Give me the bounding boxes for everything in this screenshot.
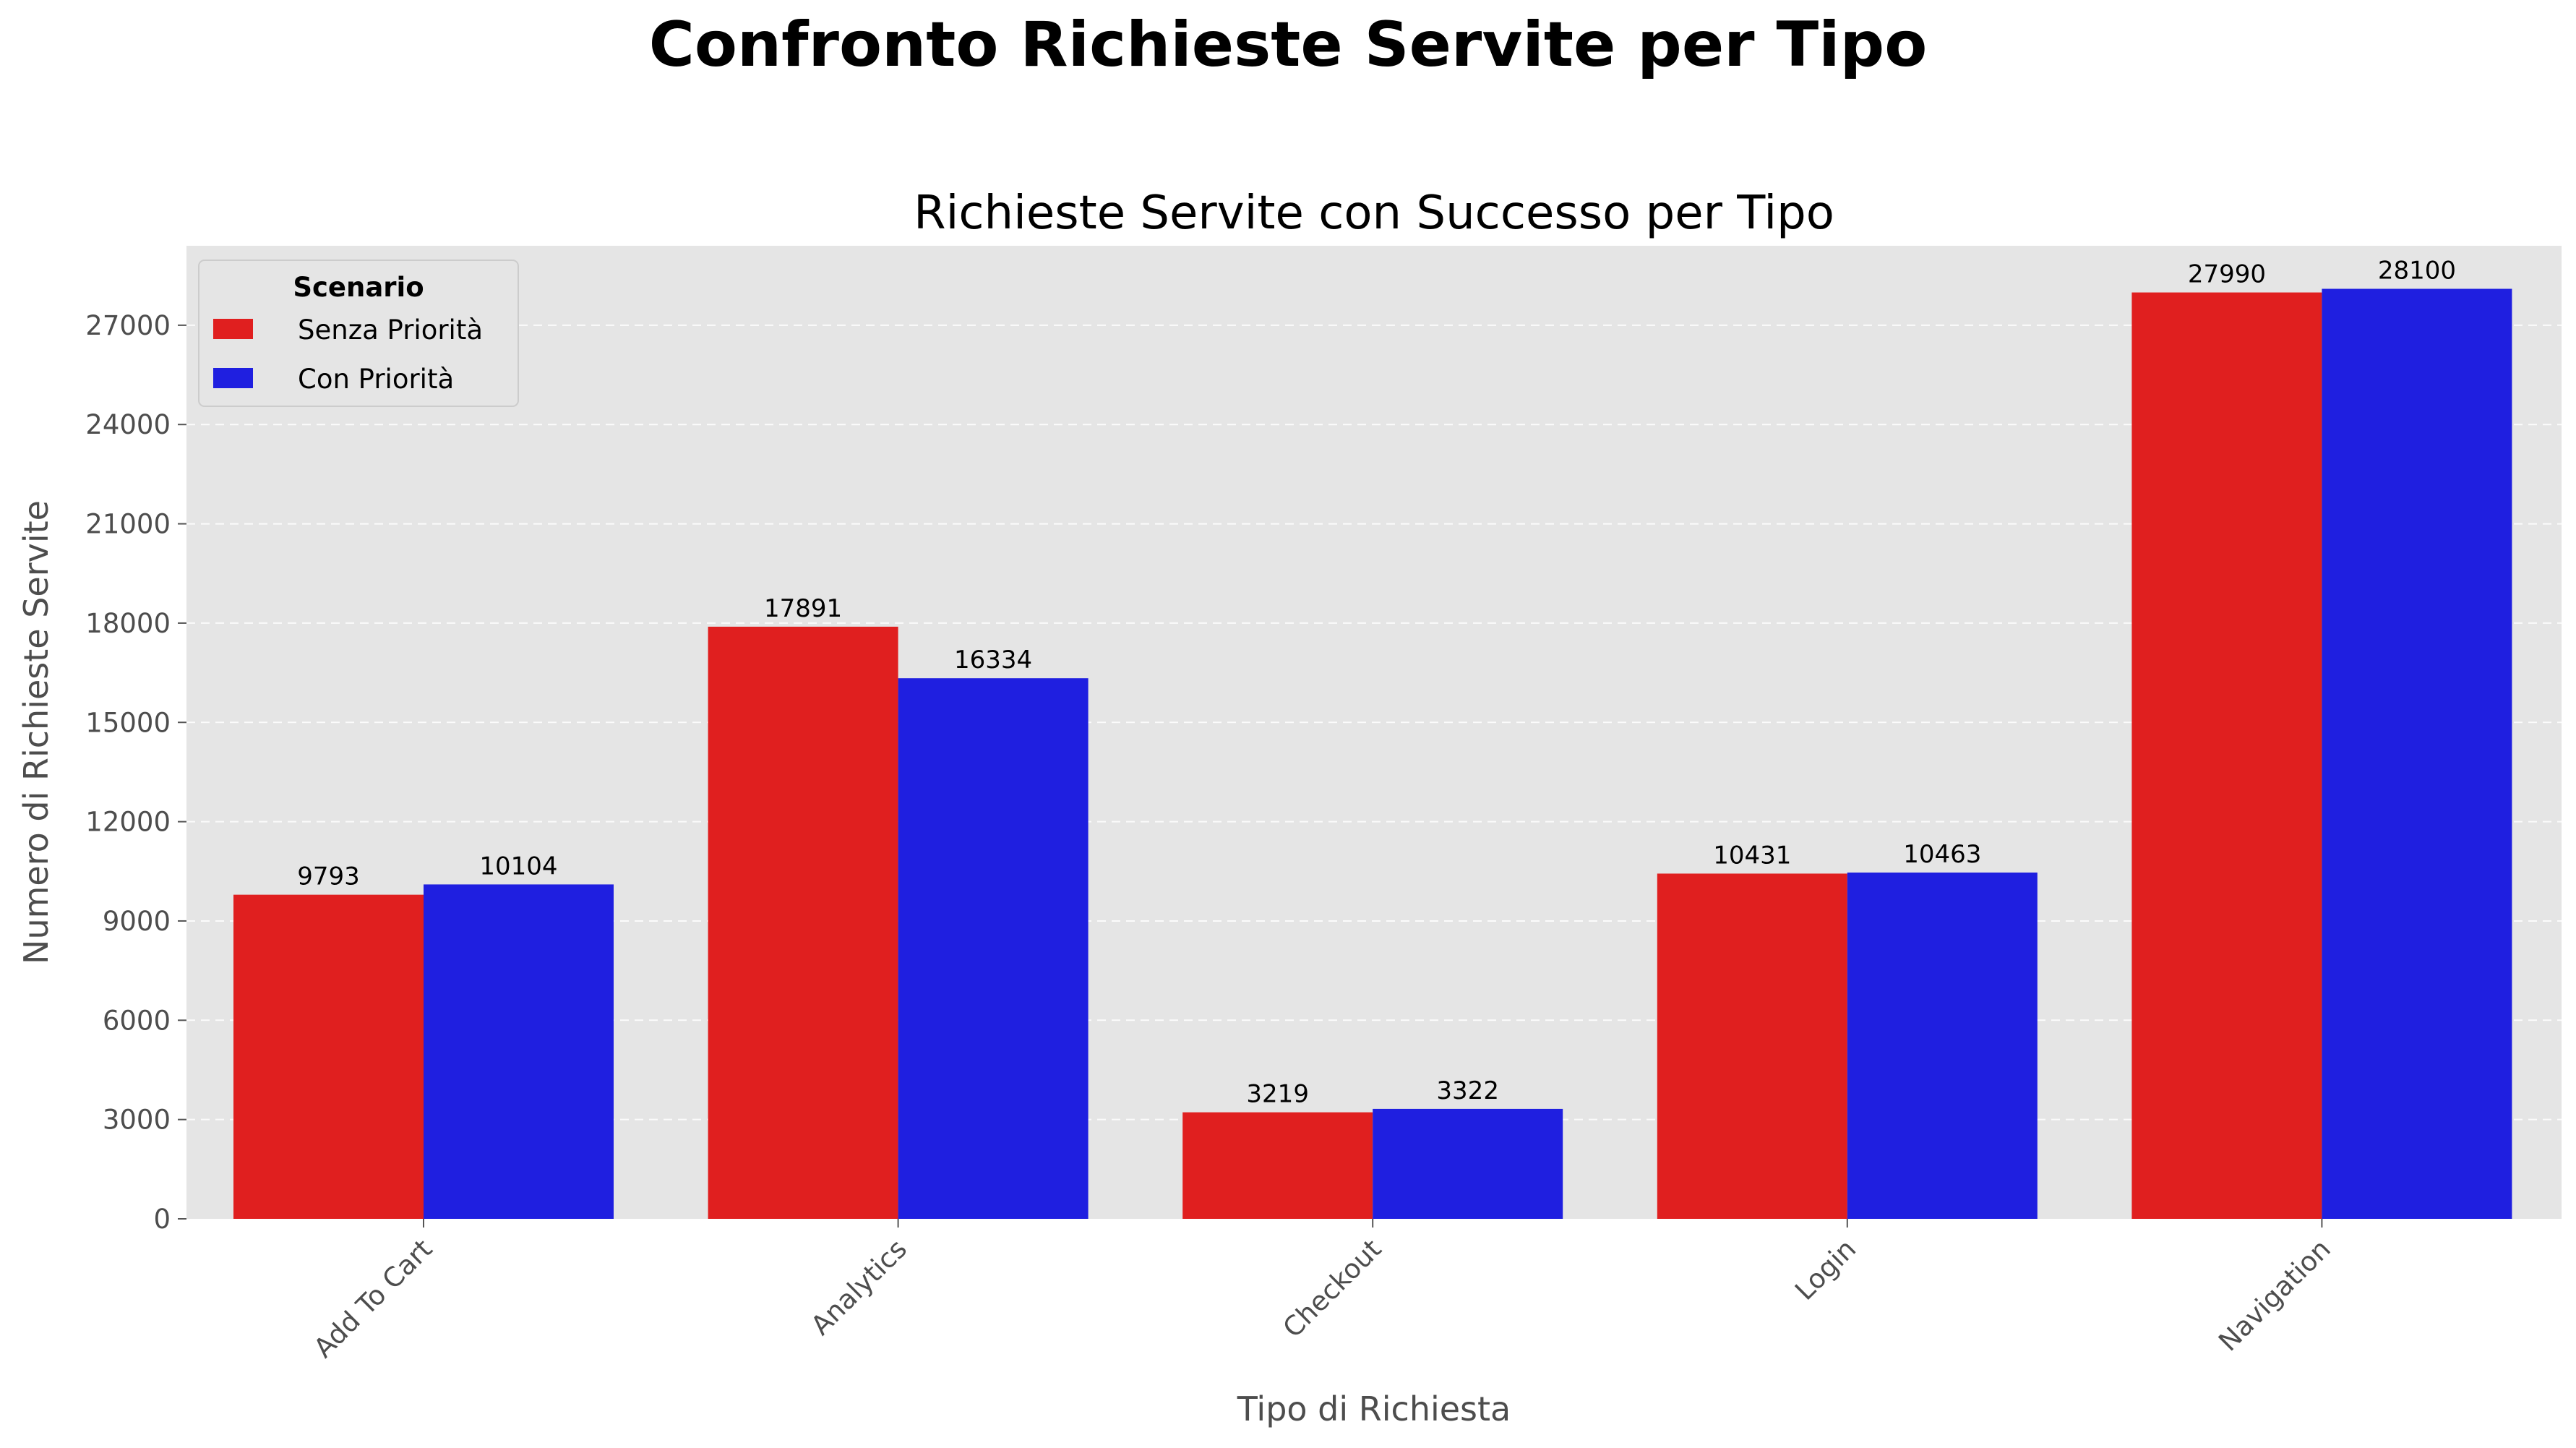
y-tick-label: 15000	[85, 707, 171, 738]
legend-box	[198, 260, 519, 407]
bar-value-label: 9793	[297, 862, 360, 891]
x-tick-label: Add To Cart	[308, 1233, 439, 1364]
legend-entry-con-priorita: Con Priorità	[298, 364, 454, 395]
x-tick-label: Checkout	[1277, 1233, 1388, 1344]
bars	[233, 288, 2512, 1220]
x-axis-ticks: Add To Cart Analytics Checkout Login Navigat…	[308, 1219, 2337, 1364]
bar-value-label: 16334	[954, 646, 1032, 674]
x-axis-label: Tipo di Richiesta	[1237, 1389, 1511, 1428]
bar	[1657, 873, 1847, 1219]
y-tick-label: 6000	[103, 1005, 171, 1036]
legend-swatch-senza-priorita	[213, 319, 253, 339]
bar-value-label: 10431	[1713, 841, 1791, 870]
y-tick-label: 18000	[85, 608, 171, 639]
legend-entry-senza-priorita: Senza Priorità	[298, 314, 483, 346]
y-tick-label: 9000	[103, 906, 171, 937]
y-axis-ticks: 0 3000 6000 9000 12000 15000 18000 21000 24000 27…	[85, 310, 186, 1235]
bar	[1373, 1108, 1563, 1219]
y-tick-label: 12000	[85, 807, 171, 838]
bar	[233, 894, 424, 1219]
bar-value-label: 10104	[479, 852, 557, 881]
bar	[1182, 1112, 1373, 1219]
bar-value-label: 17891	[764, 594, 842, 623]
legend: Scenario Senza Priorità Con Priorità	[198, 260, 519, 407]
bar	[708, 626, 898, 1219]
y-tick-label: 21000	[85, 509, 171, 540]
y-tick-label: 3000	[103, 1105, 171, 1136]
bar	[1847, 872, 2038, 1219]
legend-title: Scenario	[293, 272, 424, 303]
y-tick-label: 24000	[85, 409, 171, 440]
x-tick-label: Login	[1789, 1233, 1862, 1306]
bar	[2322, 288, 2512, 1220]
x-tick-label: Analytics	[805, 1233, 913, 1341]
legend-swatch-con-priorita	[213, 368, 253, 388]
bar-value-label: 3322	[1436, 1076, 1499, 1105]
figure-suptitle: Confronto Richieste Servite per Tipo	[648, 9, 1928, 81]
bar	[2131, 292, 2322, 1219]
bar-labels: 9793 10104 17891 16334 3219 3322 10431 10463 279…	[297, 257, 2456, 1109]
bar	[898, 678, 1089, 1219]
y-tick-label: 27000	[85, 310, 171, 341]
bar-value-label: 10463	[1903, 840, 1981, 869]
bar	[424, 884, 614, 1219]
y-axis-label: Numero di Richieste Servite	[17, 500, 56, 964]
bar-value-label: 28100	[2378, 257, 2456, 286]
plot-title: Richieste Servite con Successo per Tipo	[914, 187, 1834, 240]
bar-value-label: 3219	[1246, 1080, 1309, 1109]
y-tick-label: 0	[153, 1204, 171, 1235]
bar-value-label: 27990	[2188, 260, 2266, 289]
x-tick-label: Navigation	[2212, 1233, 2337, 1358]
